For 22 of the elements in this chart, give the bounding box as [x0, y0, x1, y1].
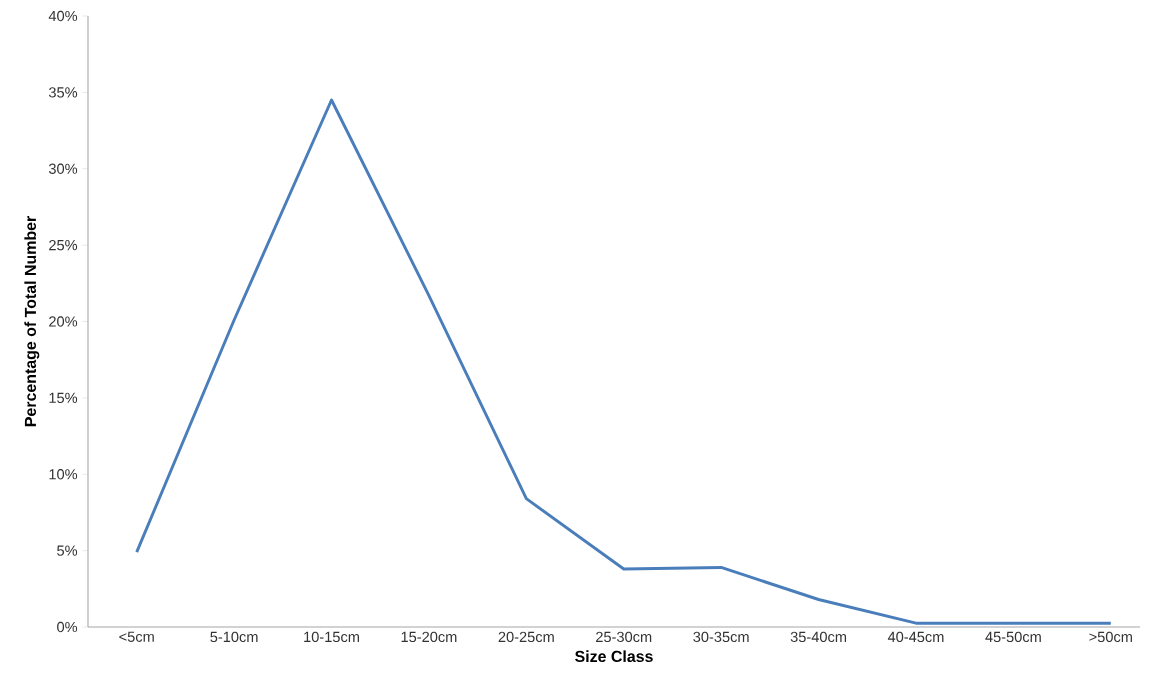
y-tick-label: 35%: [48, 87, 78, 98]
y-tick-label: 0%: [57, 621, 78, 633]
x-axis-title: Size Class: [575, 650, 653, 663]
x-tick-label: 30-35cm: [693, 631, 749, 643]
x-tick-label: 25-30cm: [596, 631, 652, 643]
x-tick-label: 10-15cm: [304, 631, 359, 643]
y-tick-label: 20%: [49, 316, 78, 327]
y-axis-title: Percentage of Total Number: [24, 216, 40, 427]
x-tick-label: 45-50cm: [985, 631, 1041, 643]
y-tick-label: 40%: [48, 10, 78, 22]
x-tick-label: 35-40cm: [790, 631, 847, 643]
y-tick-label: 5%: [57, 545, 78, 556]
x-tick-label: 15-20cm: [401, 631, 457, 643]
x-tick-label: 5-10cm: [210, 631, 258, 643]
y-tick-label: 15%: [49, 392, 78, 404]
y-tick-label: 10%: [49, 469, 78, 480]
x-tick-label: <5cm: [119, 631, 154, 642]
x-tick-label: 20-25cm: [498, 631, 554, 643]
x-tick-label: >50cm: [1089, 631, 1132, 643]
y-tick-label: 25%: [49, 239, 78, 251]
y-tick-label: 30%: [48, 163, 78, 174]
x-tick-label: 40-45cm: [887, 631, 944, 643]
